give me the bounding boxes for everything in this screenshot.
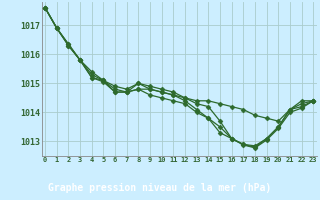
Text: Graphe pression niveau de la mer (hPa): Graphe pression niveau de la mer (hPa): [48, 183, 272, 193]
